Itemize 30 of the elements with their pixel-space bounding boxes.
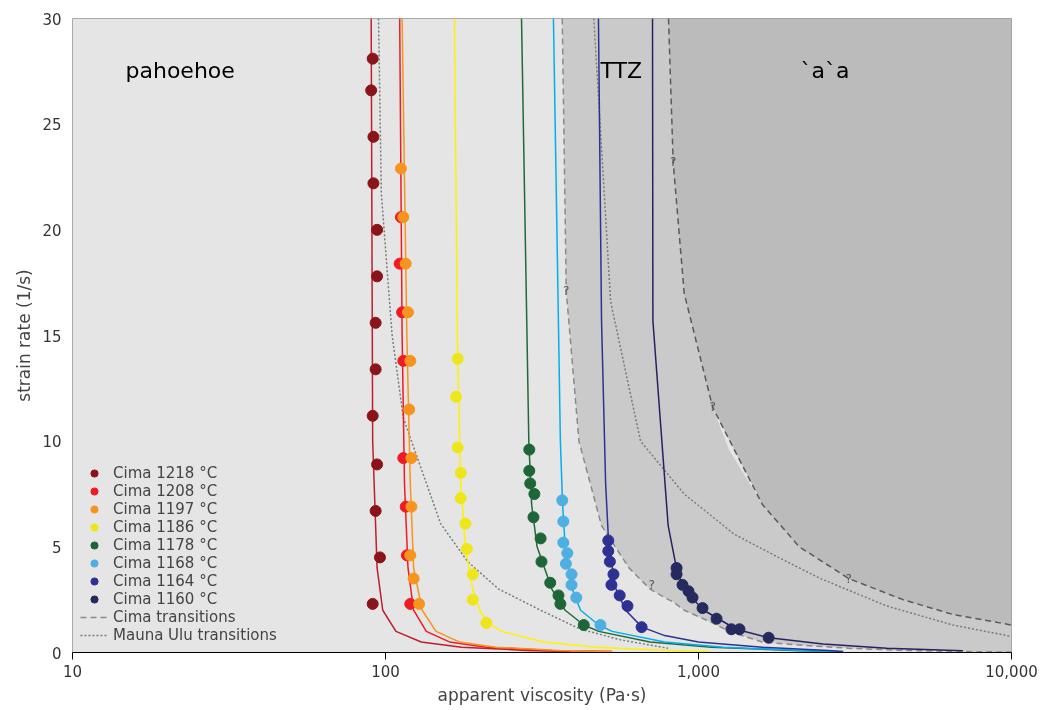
annotation: ? (563, 284, 570, 299)
y-tick-label: 30 (42, 10, 62, 29)
x-axis-title: apparent viscosity (Pa·s) (437, 684, 647, 705)
y-tick-label: 5 (51, 538, 62, 557)
y-tick-label: 25 (42, 116, 62, 135)
annotation: pahoehoe (125, 58, 235, 83)
x-tick-label: 1,000 (677, 662, 720, 681)
x-tick-label: 100 (371, 662, 400, 681)
y-tick-label: 10 (42, 433, 62, 452)
legend-label: Cima 1178 °C (113, 536, 218, 554)
annotation: ? (648, 577, 655, 592)
legend-label: Cima 1186 °C (113, 518, 218, 536)
legend-label: Cima 1197 °C (113, 500, 218, 518)
legend-label: Mauna Ulu transitions (113, 626, 277, 644)
legend-label: Cima transitions (113, 608, 236, 626)
annotation: TTZ (599, 58, 643, 83)
y-tick-label: 0 (51, 644, 62, 663)
annotation: ? (669, 155, 677, 170)
legend-label: Cima 1164 °C (113, 572, 218, 590)
y-tick-label: 15 (42, 327, 62, 346)
annotation: ? (845, 571, 852, 586)
legend-label: Cima 1168 °C (113, 554, 218, 572)
y-axis-title: strain rate (1/s) (14, 269, 35, 402)
legend-label: Cima 1208 °C (113, 482, 218, 500)
x-tick-label: 10,000 (985, 662, 1038, 681)
annotation: ? (709, 400, 716, 415)
legend-label: Cima 1218 °C (113, 464, 218, 482)
annotation: `a`a (800, 58, 850, 83)
legend-label: Cima 1160 °C (113, 590, 218, 608)
y-tick-label: 20 (42, 221, 62, 240)
